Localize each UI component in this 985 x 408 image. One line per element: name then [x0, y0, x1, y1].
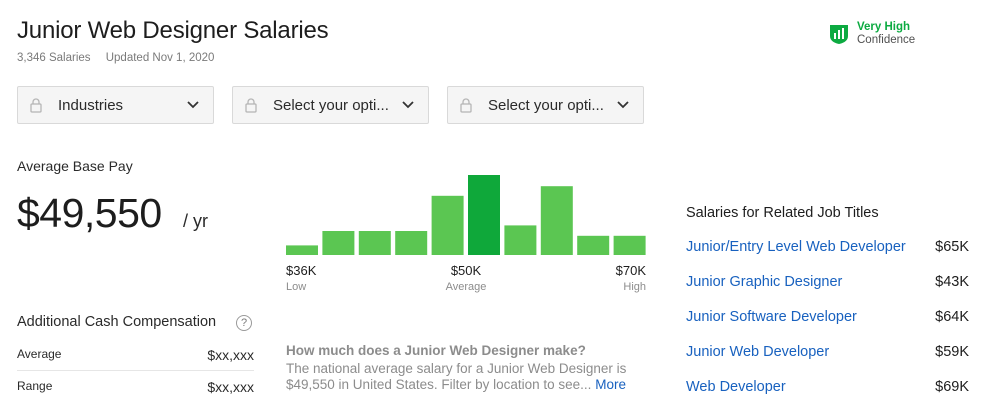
related-job-pay: $64K: [935, 309, 969, 325]
lock-icon: [30, 97, 42, 113]
chevron-down-icon: [187, 101, 199, 109]
histogram-bar: [504, 225, 537, 255]
histogram-bar: [468, 175, 500, 255]
related-titles-heading: Salaries for Related Job Titles: [686, 205, 879, 221]
related-job-row: Junior Graphic Designer $43K: [686, 274, 969, 290]
pay-period-unit: / yr: [183, 211, 208, 231]
tick-value: $70K: [616, 263, 647, 278]
additional-cash-title: Additional Cash Compensation: [17, 314, 217, 330]
related-job-pay: $43K: [935, 274, 969, 290]
histogram-bar: [613, 235, 646, 255]
filter-dropdown-2[interactable]: Select your opti...: [232, 86, 429, 124]
chevron-down-icon: [402, 101, 414, 109]
row-label: Average: [17, 347, 62, 361]
chevron-down-icon: [617, 101, 629, 109]
lock-icon: [245, 97, 257, 113]
related-job-row: Junior Web Developer $59K: [686, 344, 969, 360]
average-base-pay-label: Average Base Pay: [17, 158, 133, 174]
related-job-pay: $69K: [935, 379, 969, 395]
salaries-count: 3,346 Salaries: [17, 52, 91, 64]
additional-cash-row: Range $xx,xxx: [17, 379, 254, 395]
related-job-link[interactable]: Junior Web Developer: [686, 344, 830, 360]
lock-icon: [460, 97, 472, 113]
confidence-level: Very High: [857, 21, 911, 33]
histogram-bar: [540, 186, 573, 255]
tick-label: Average: [446, 281, 487, 293]
histogram-bar: [286, 245, 318, 255]
help-icon[interactable]: ?: [236, 315, 252, 331]
related-job-link[interactable]: Junior Graphic Designer: [686, 274, 843, 290]
more-link[interactable]: More: [595, 377, 626, 392]
faq-answer-text: The national average salary for a Junior…: [286, 361, 627, 392]
histogram-bar: [322, 231, 355, 255]
faq-answer: The national average salary for a Junior…: [286, 361, 636, 393]
updated-date: Updated Nov 1, 2020: [105, 52, 215, 64]
related-job-pay: $65K: [935, 239, 969, 255]
salary-histogram: $36K Low $50K Average $70K High: [286, 175, 647, 293]
related-job-row: Junior/Entry Level Web Developer $65K: [686, 239, 969, 255]
dropdown-label: Industries: [58, 96, 124, 114]
related-job-pay: $59K: [935, 344, 969, 360]
row-label: Range: [17, 379, 53, 393]
confidence-badge: Very High Confidence: [829, 21, 915, 50]
histogram-bar: [431, 195, 464, 255]
tick-label: Low: [286, 281, 306, 293]
tick-label: High: [623, 281, 646, 293]
industries-dropdown[interactable]: Industries: [17, 86, 214, 124]
shield-icon: [829, 23, 849, 50]
row-value: $xx,xxx: [207, 347, 254, 363]
related-job-row: Web Developer $69K: [686, 379, 969, 395]
histogram-bar: [358, 231, 391, 255]
confidence-label: Confidence: [857, 34, 916, 46]
dropdown-label: Select your opti...: [273, 96, 389, 114]
faq-question: How much does a Junior Web Designer make…: [286, 343, 586, 358]
dropdown-label: Select your opti...: [488, 96, 604, 114]
related-job-link[interactable]: Junior Software Developer: [686, 309, 857, 325]
histogram-bar: [395, 231, 428, 255]
divider: [17, 370, 254, 371]
page-title: Junior Web Designer Salaries: [17, 17, 329, 44]
tick-value: $50K: [451, 263, 482, 278]
average-base-pay-value: $49,550: [17, 190, 162, 236]
tick-value: $36K: [286, 263, 317, 278]
related-job-link[interactable]: Junior/Entry Level Web Developer: [686, 239, 906, 255]
related-job-link[interactable]: Web Developer: [686, 379, 786, 395]
page-meta: 3,346 Salaries Updated Nov 1, 2020: [17, 52, 214, 64]
filter-dropdown-3[interactable]: Select your opti...: [447, 86, 644, 124]
histogram-bar: [577, 235, 610, 255]
additional-cash-row: Average $xx,xxx: [17, 347, 254, 363]
row-value: $xx,xxx: [207, 379, 254, 395]
related-job-row: Junior Software Developer $64K: [686, 309, 969, 325]
